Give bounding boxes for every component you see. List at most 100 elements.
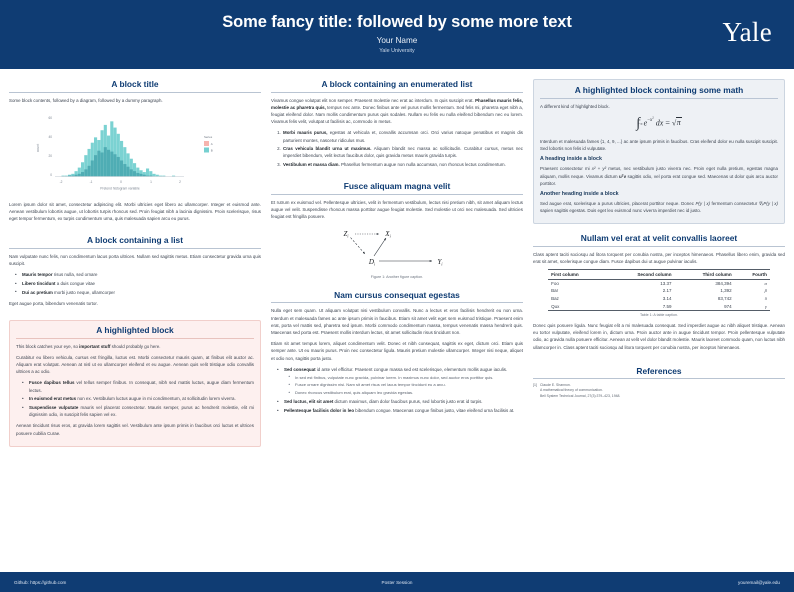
histogram-bar	[68, 175, 72, 177]
enum-intro-a: Vivamus congue volutpat elit non semper.…	[271, 97, 476, 103]
list-item-text: vel tellus semper finibus. In consequat,…	[29, 380, 254, 393]
histogram-bar	[110, 151, 114, 177]
header-divider	[0, 69, 794, 72]
histogram-bar	[71, 175, 75, 177]
equation-body: e	[643, 118, 648, 127]
p4-part-b: fermentum consectetur	[710, 201, 759, 207]
histogram-bar	[107, 149, 111, 177]
svg-text:2: 2	[179, 180, 181, 184]
block-fusce-aliquam-magna-velit: Fusce aliquam magna velit Et rutrum ex e…	[271, 181, 523, 281]
footer-email-link[interactable]: youremail@yale.edu	[738, 579, 780, 585]
edge-z-to-d	[350, 237, 366, 255]
table-row: Baz 3.14 83,742 δ	[548, 295, 770, 303]
integral-limits: ∞ −∞	[638, 118, 643, 127]
histogram-bar	[123, 146, 127, 177]
list-item-text: mauris vel placerat consectetur. Mauris …	[29, 404, 254, 418]
histogram-bar	[133, 170, 137, 177]
p4-part-a: Sed augue erat, scelerisque a purus ultr…	[540, 201, 696, 207]
list-item: Vestibulum et massa diam. Phasellus ferm…	[282, 161, 523, 168]
nam-paragraph-1: Nulla eget sem quam. Ut aliquam volutpat…	[271, 308, 523, 336]
histogram-bar	[74, 170, 78, 177]
block-highlighted-math: A highlighted block containing some math…	[533, 79, 785, 225]
block-title: A highlighted block	[16, 325, 254, 339]
highlight-emphasis: important stuff	[79, 343, 111, 349]
histogram-bar	[126, 153, 130, 177]
highlight-bullet-list: Fusce dapibus tellus vel tellus semper f…	[16, 379, 254, 418]
p3-part-c: sagittis odio, vel porta erat congue sed…	[540, 173, 778, 186]
yale-logo: Yale	[722, 16, 772, 47]
histogram-bar	[126, 166, 130, 177]
list-item: Mauris tempor risus nulla, sed ornare	[15, 271, 261, 279]
histogram-bar	[103, 146, 107, 177]
poster-header: Some fancy title: followed by some more …	[0, 0, 794, 69]
list-item-text: Aliquam blandit nec massa ac sollicitudi…	[283, 146, 523, 159]
list-item-text: id ante vel efficitur. Praesent congue m…	[315, 366, 508, 372]
reference-item: [1] Claude E. Shannon. A mathematical theo…	[533, 383, 785, 399]
histogram-bar	[90, 160, 94, 177]
svg-text:-1: -1	[90, 180, 93, 184]
reference-number: [1]	[533, 383, 537, 388]
table-cell: 83,742	[717, 296, 732, 301]
histogram-bar	[94, 154, 98, 177]
block-title: A block title	[9, 79, 261, 93]
enum-intro-c: tempus nec ante. Donec finibus ante vel …	[271, 104, 523, 125]
histogram-bar	[81, 171, 85, 177]
histogram-bar	[87, 148, 91, 177]
node-z: Zi	[343, 230, 348, 239]
causal-diagram-svg: Zi Xi Di Yi	[343, 230, 442, 267]
legend-swatch	[204, 140, 209, 146]
histogram-bar	[146, 175, 150, 177]
table-cell: 974	[674, 302, 735, 311]
histogram-bar	[113, 153, 117, 177]
reference-title: A mathematical theory of communication.	[540, 388, 603, 393]
list-item-text: risus nulla, sed ornare	[52, 272, 98, 278]
svg-text:0: 0	[120, 180, 122, 184]
table-cell: 3.14	[662, 296, 672, 301]
histogram-bar	[159, 175, 163, 177]
list-item-lead: Sed luctus, elit sit amet	[284, 399, 334, 405]
table-cell: Baz	[551, 296, 559, 301]
ordered-list: Morbi mauris purus, egestas at vehicula …	[271, 129, 523, 168]
block-nullam-vel-erat: Nullam vel erat at velit convallis laore…	[533, 233, 785, 354]
histogram-bar	[113, 127, 117, 177]
sub-list-item: Fusce ornare dignissim nisi. Nam sit ame…	[289, 382, 523, 389]
list-item-lead: Dui ac pretium	[22, 289, 53, 295]
list-item-lead: Pellentesque facilisis dolor in leo	[284, 407, 355, 413]
block-a-highlighted-block: A highlighted block This block catches y…	[9, 320, 261, 447]
histogram-bar	[77, 173, 81, 177]
list-item-lead: Cras vehicula blandit urna ut maximus.	[283, 146, 372, 152]
y-axis-label: count	[36, 143, 40, 151]
footer-session-label: Poster Session	[381, 579, 413, 585]
svg-text:20: 20	[48, 154, 52, 158]
edge-d-to-x	[373, 238, 387, 257]
histogram-bar	[139, 169, 143, 177]
histogram-bar	[142, 174, 146, 177]
list-item-lead: Libero tincidunt	[22, 280, 56, 286]
histogram-bar	[149, 175, 153, 177]
node-d: Di	[368, 258, 375, 267]
right-column: A highlighted block containing some math…	[533, 79, 785, 568]
integral-symbol: ∫	[636, 116, 641, 131]
histogram-bar	[146, 168, 150, 177]
table-cell: 13.37	[660, 280, 672, 286]
histogram-bar	[136, 172, 140, 177]
histogram-bar	[77, 167, 81, 177]
subheading-2: Another heading inside a block	[540, 191, 619, 198]
footer-github-link[interactable]: Github: https://github.com	[14, 579, 67, 585]
list-item: Morbi mauris purus, egestas at vehicula …	[282, 129, 523, 143]
list-item: Sed consequat id ante vel efficitur. Pra…	[277, 366, 523, 398]
histogram-bar	[81, 161, 85, 177]
list-item-lead: Morbi mauris purus,	[283, 130, 328, 136]
table-cell: 384,394	[715, 280, 732, 286]
node-y: Yi	[437, 258, 442, 267]
histogram-bar	[155, 174, 159, 177]
histogram-bar	[120, 160, 124, 177]
block-a-block-title: A block title Some block contents, follo…	[9, 79, 261, 226]
list-item-lead: Mauris tempor	[22, 272, 53, 278]
histogram-bar	[129, 169, 133, 177]
legend-title: Series	[204, 135, 213, 139]
block-title: A block containing a list	[9, 235, 261, 249]
p4-part-c: sapien sagittis egestas. Duis eget leo e…	[540, 208, 702, 214]
svg-text:0: 0	[50, 173, 52, 177]
histogram-bar	[100, 152, 104, 177]
